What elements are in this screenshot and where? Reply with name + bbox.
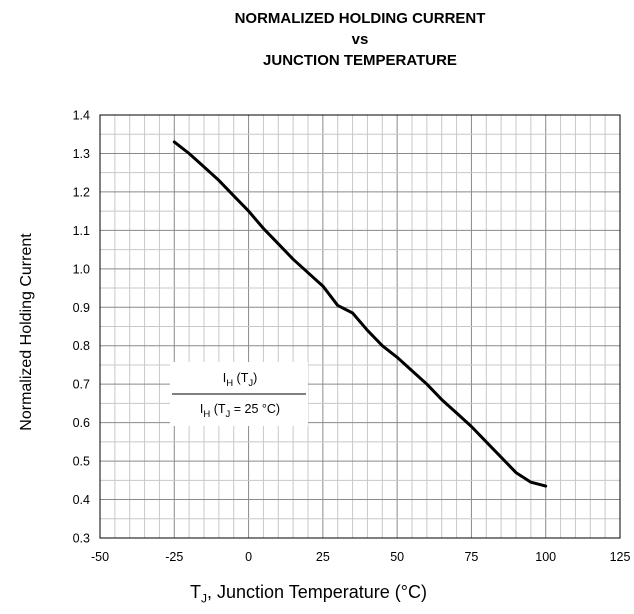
x-tick-label: -25 xyxy=(165,550,183,564)
ratio-annotation: IH (TJ) IH (TJ = 25 °C) xyxy=(170,362,308,426)
x-axis-label-text: , Junction Temperature (°C) xyxy=(207,582,427,602)
y-tick-label: 0.5 xyxy=(73,455,90,469)
den-b-sub: J xyxy=(226,409,231,420)
y-tick-label: 0.7 xyxy=(73,378,90,392)
chart-title-line-3: JUNCTION TEMPERATURE xyxy=(263,52,457,69)
y-tick-label: 0.9 xyxy=(73,301,90,315)
series-line xyxy=(172,140,548,488)
y-tick-label: 0.4 xyxy=(73,493,90,507)
x-tick-label: 125 xyxy=(610,550,631,564)
y-tick-label: 0.3 xyxy=(73,532,90,546)
chart-title-line-2: vs xyxy=(351,31,369,48)
y-tick-label: 1.3 xyxy=(73,147,90,161)
y-tick-label: 1.4 xyxy=(73,109,90,123)
x-tick-labels: -50 -25 0 25 50 75 100 125 xyxy=(91,550,631,564)
y-tick-label: 1.1 xyxy=(73,224,90,238)
x-tick-label: 0 xyxy=(245,550,252,564)
y-tick-label: 0.8 xyxy=(73,339,90,353)
x-tick-label: 75 xyxy=(464,550,478,564)
x-axis-label-symbol: T xyxy=(190,582,201,602)
x-axis-label: TJ, Junction Temperature (°C) xyxy=(190,582,427,606)
y-tick-label: 1.0 xyxy=(73,262,90,276)
y-tick-label: 1.2 xyxy=(73,185,90,199)
annotation-numerator: IH (TJ) xyxy=(223,371,258,389)
x-tick-label: 25 xyxy=(316,550,330,564)
x-tick-label: -50 xyxy=(91,550,109,564)
annotation-denominator: IH (TJ = 25 °C) xyxy=(200,402,280,420)
y-tick-label: 0.6 xyxy=(73,416,90,430)
grid xyxy=(99,114,621,539)
den-a-sub: H xyxy=(203,409,210,420)
num-b-sub: J xyxy=(248,378,253,389)
x-tick-label: 50 xyxy=(390,550,404,564)
x-axis-label-subscript: J xyxy=(201,591,207,606)
chart-title-line-1: NORMALIZED HOLDING CURRENT xyxy=(234,10,486,27)
den-a: I xyxy=(200,402,203,416)
num-b: (T xyxy=(233,371,249,385)
num-a: I xyxy=(223,371,226,385)
plot-frame xyxy=(99,114,621,539)
den-c: = 25 °C) xyxy=(230,402,280,416)
den-b: (T xyxy=(210,402,226,416)
num-c: ) xyxy=(253,371,257,385)
num-a-sub: H xyxy=(226,378,233,389)
y-tick-labels: 0.3 0.4 0.5 0.6 0.7 0.8 0.9 1.0 1.1 1.2 1.3 1.4 xyxy=(73,109,90,546)
x-tick-label: 100 xyxy=(535,550,556,564)
